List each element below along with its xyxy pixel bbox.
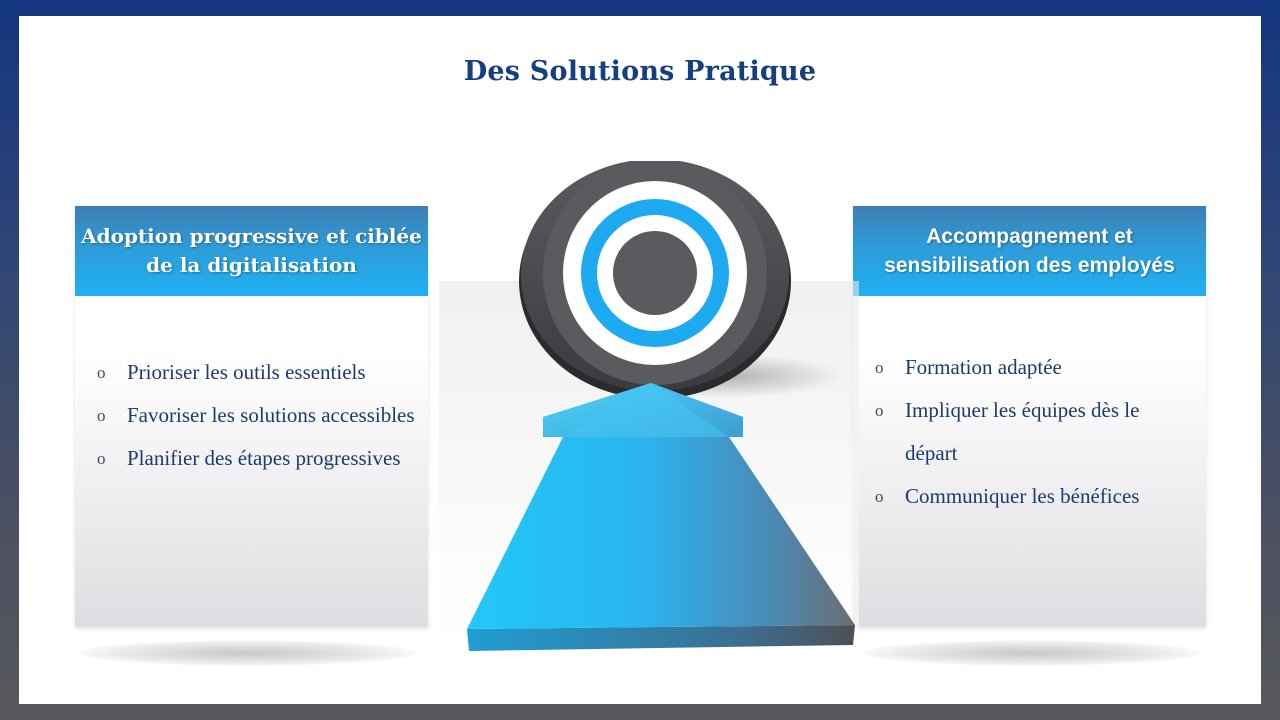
- bullet-icon: o: [97, 406, 106, 425]
- left-panel: Adoption progressive et ciblée de la dig…: [75, 206, 428, 627]
- bullet-icon: o: [97, 363, 106, 382]
- right-panel-shadow: [861, 640, 1201, 666]
- bullet-icon: o: [875, 401, 884, 420]
- bullet-icon: o: [97, 449, 106, 468]
- slide: Des Solutions Pratique Adoption progress…: [19, 16, 1261, 704]
- right-bullet-list: o Formation adaptée o Impliquer les équi…: [873, 346, 1196, 518]
- list-item: o Formation adaptée: [873, 346, 1196, 389]
- list-item-text: Favoriser les solutions accessibles: [127, 403, 415, 427]
- right-panel: Accompagnement et sensibilisation des em…: [853, 206, 1206, 627]
- right-panel-heading: Accompagnement et sensibilisation des em…: [853, 206, 1206, 296]
- list-item: o Impliquer les équipes dès le départ: [873, 389, 1196, 475]
- left-panel-heading: Adoption progressive et ciblée de la dig…: [75, 206, 428, 296]
- list-item: o Planifier des étapes progressives: [95, 437, 418, 480]
- arrow-up-icon: [467, 383, 855, 651]
- list-item: o Favoriser les solutions accessibles: [95, 394, 418, 437]
- left-panel-shadow: [77, 640, 417, 666]
- page-title: Des Solutions Pratique: [463, 56, 817, 87]
- list-item: o Communiquer les bénéfices: [873, 475, 1196, 518]
- list-item-text: Impliquer les équipes dès le départ: [905, 398, 1140, 465]
- target-icon: [519, 161, 791, 399]
- left-bullet-list: o Prioriser les outils essentiels o Favo…: [95, 351, 418, 480]
- list-item: o Prioriser les outils essentiels: [95, 351, 418, 394]
- list-item-text: Planifier des étapes progressives: [127, 446, 401, 470]
- list-item-text: Communiquer les bénéfices: [905, 484, 1140, 508]
- target-arrow-graphic: [439, 161, 859, 651]
- list-item-text: Prioriser les outils essentiels: [127, 360, 366, 384]
- bullet-icon: o: [875, 487, 884, 506]
- list-item-text: Formation adaptée: [905, 355, 1062, 379]
- bullet-icon: o: [875, 358, 884, 377]
